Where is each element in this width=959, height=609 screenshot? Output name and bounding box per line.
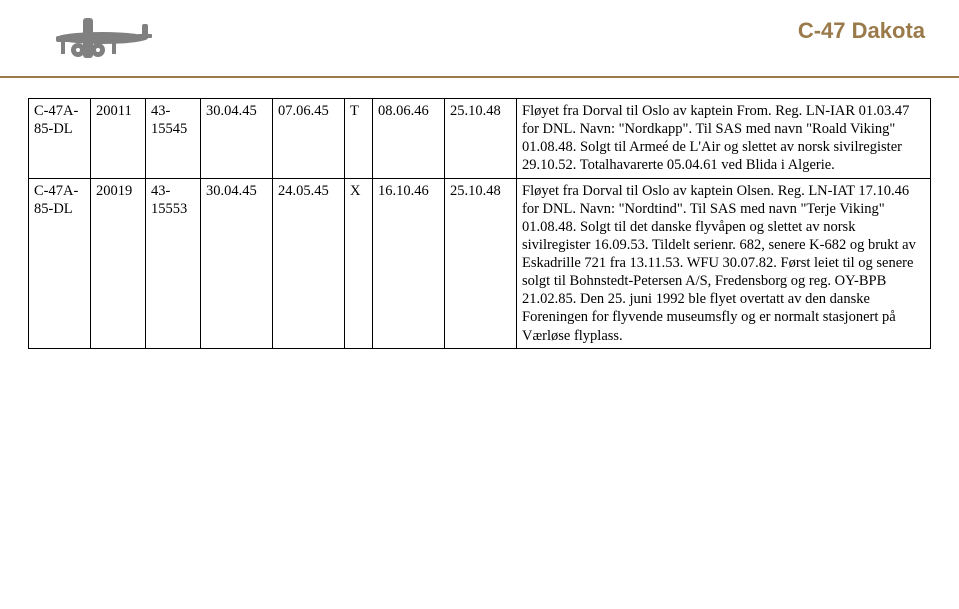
aircraft-table: C-47A-85-DL 20011 43-15545 30.04.45 07.0…: [28, 98, 931, 349]
table-row: C-47A-85-DL 20011 43-15545 30.04.45 07.0…: [29, 99, 931, 179]
data-table-container: C-47A-85-DL 20011 43-15545 30.04.45 07.0…: [0, 78, 959, 349]
cell-date: 25.10.48: [445, 99, 517, 179]
cell-model: C-47A-85-DL: [29, 178, 91, 348]
table-row: C-47A-85-DL 20019 43-15553 30.04.45 24.0…: [29, 178, 931, 348]
cell-date: 16.10.46: [373, 178, 445, 348]
cell-date: 30.04.45: [201, 99, 273, 179]
cell-serial: 20011: [91, 99, 146, 179]
cell-date: 08.06.46: [373, 99, 445, 179]
cell-flag: T: [345, 99, 373, 179]
cell-flag: X: [345, 178, 373, 348]
cell-desc: Fløyet fra Dorval til Oslo av kaptein Ol…: [517, 178, 931, 348]
cell-date: 24.05.45: [273, 178, 345, 348]
cell-model: C-47A-85-DL: [29, 99, 91, 179]
airplane-icon: [28, 10, 168, 71]
cell-date: 30.04.45: [201, 178, 273, 348]
cell-reg: 43-15545: [146, 99, 201, 179]
cell-serial: 20019: [91, 178, 146, 348]
cell-date: 07.06.45: [273, 99, 345, 179]
cell-desc: Fløyet fra Dorval til Oslo av kaptein Fr…: [517, 99, 931, 179]
cell-reg: 43-15553: [146, 178, 201, 348]
page-title: C-47 Dakota: [798, 18, 925, 44]
cell-date: 25.10.48: [445, 178, 517, 348]
page-header: C-47 Dakota: [0, 0, 959, 78]
